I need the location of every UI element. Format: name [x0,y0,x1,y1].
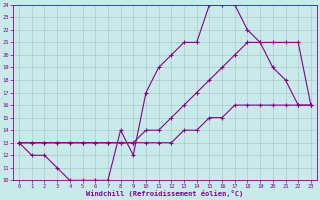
X-axis label: Windchill (Refroidissement éolien,°C): Windchill (Refroidissement éolien,°C) [86,190,244,197]
